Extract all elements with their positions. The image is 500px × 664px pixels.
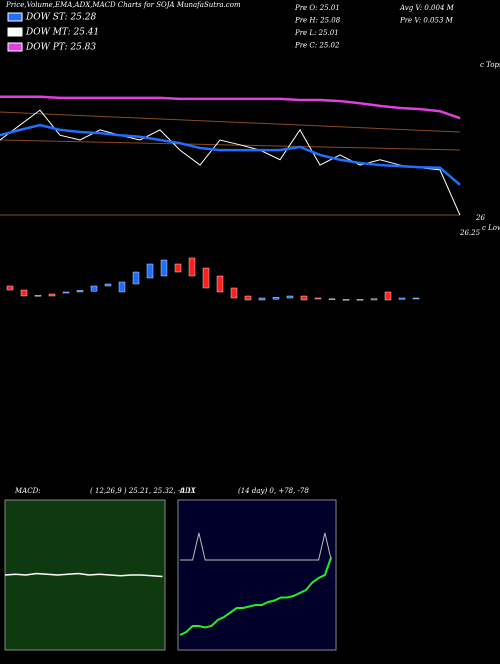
- candle: [314, 297, 322, 300]
- legend-swatch: [7, 12, 23, 22]
- legend-label: DOW MT: 25.41: [25, 28, 99, 38]
- macd-label: MACD:: [14, 487, 41, 495]
- legend-label: DOW PT: 25.83: [25, 43, 96, 53]
- candle: [412, 297, 420, 300]
- macd-line: [4, 572, 163, 578]
- stat: Pre H: 25.08: [294, 17, 341, 25]
- level-line: [0, 111, 461, 133]
- adx-panel: [177, 499, 337, 651]
- price-line: [0, 109, 461, 216]
- di-line: [179, 556, 333, 636]
- lows-label: c Lows: [482, 224, 500, 232]
- candle: [48, 293, 56, 297]
- candle: [90, 285, 98, 292]
- legend-swatch: [7, 42, 23, 52]
- stat: Avg V: 0.004 M: [399, 4, 455, 12]
- candle: [384, 291, 392, 301]
- candle: [174, 263, 182, 273]
- price-label: 26: [475, 214, 485, 222]
- price-label: 26.25: [459, 229, 481, 237]
- candle: [188, 257, 196, 277]
- candle: [300, 295, 308, 301]
- candle: [62, 291, 70, 294]
- candle: [76, 290, 84, 293]
- adx-params: (14 day) 0, +78, -78: [238, 487, 309, 495]
- level-line: [0, 139, 461, 151]
- candle: [230, 287, 238, 299]
- candle: [342, 299, 350, 301]
- tops-label: c Tops: [480, 61, 500, 69]
- legend-label: DOW ST: 25.28: [25, 13, 96, 23]
- price-line: [0, 123, 461, 186]
- candle: [132, 271, 140, 285]
- stat: Pre O: 25.01: [294, 4, 340, 12]
- candle: [328, 298, 336, 300]
- candle: [202, 267, 210, 289]
- price-line: [0, 95, 461, 120]
- stat: Pre V: 0.053 M: [399, 17, 454, 25]
- candle: [258, 297, 266, 301]
- candle: [20, 289, 28, 297]
- stat: Pre L: 25.01: [294, 29, 339, 37]
- candle: [160, 259, 168, 277]
- legend-swatch: [7, 27, 23, 37]
- candle: [272, 297, 280, 300]
- stat: Pre C: 25.02: [294, 42, 340, 50]
- candle: [6, 285, 14, 291]
- candle: [146, 263, 154, 279]
- candle: [356, 299, 364, 301]
- candle: [104, 283, 112, 287]
- adx-line: [180, 532, 332, 561]
- candle: [370, 298, 378, 301]
- candle: [286, 295, 294, 299]
- candle: [244, 295, 252, 301]
- candle: [216, 275, 224, 293]
- candle: [398, 297, 406, 300]
- adx-label: ADX: [179, 487, 197, 495]
- macd-params: ( 12,26,9 ) 25.21, 25.32, -0.11: [90, 487, 196, 495]
- title: Price,Volume,EMA,ADX,MACD Charts for SOJ…: [5, 1, 241, 9]
- candle: [118, 281, 126, 293]
- candle: [34, 295, 42, 297]
